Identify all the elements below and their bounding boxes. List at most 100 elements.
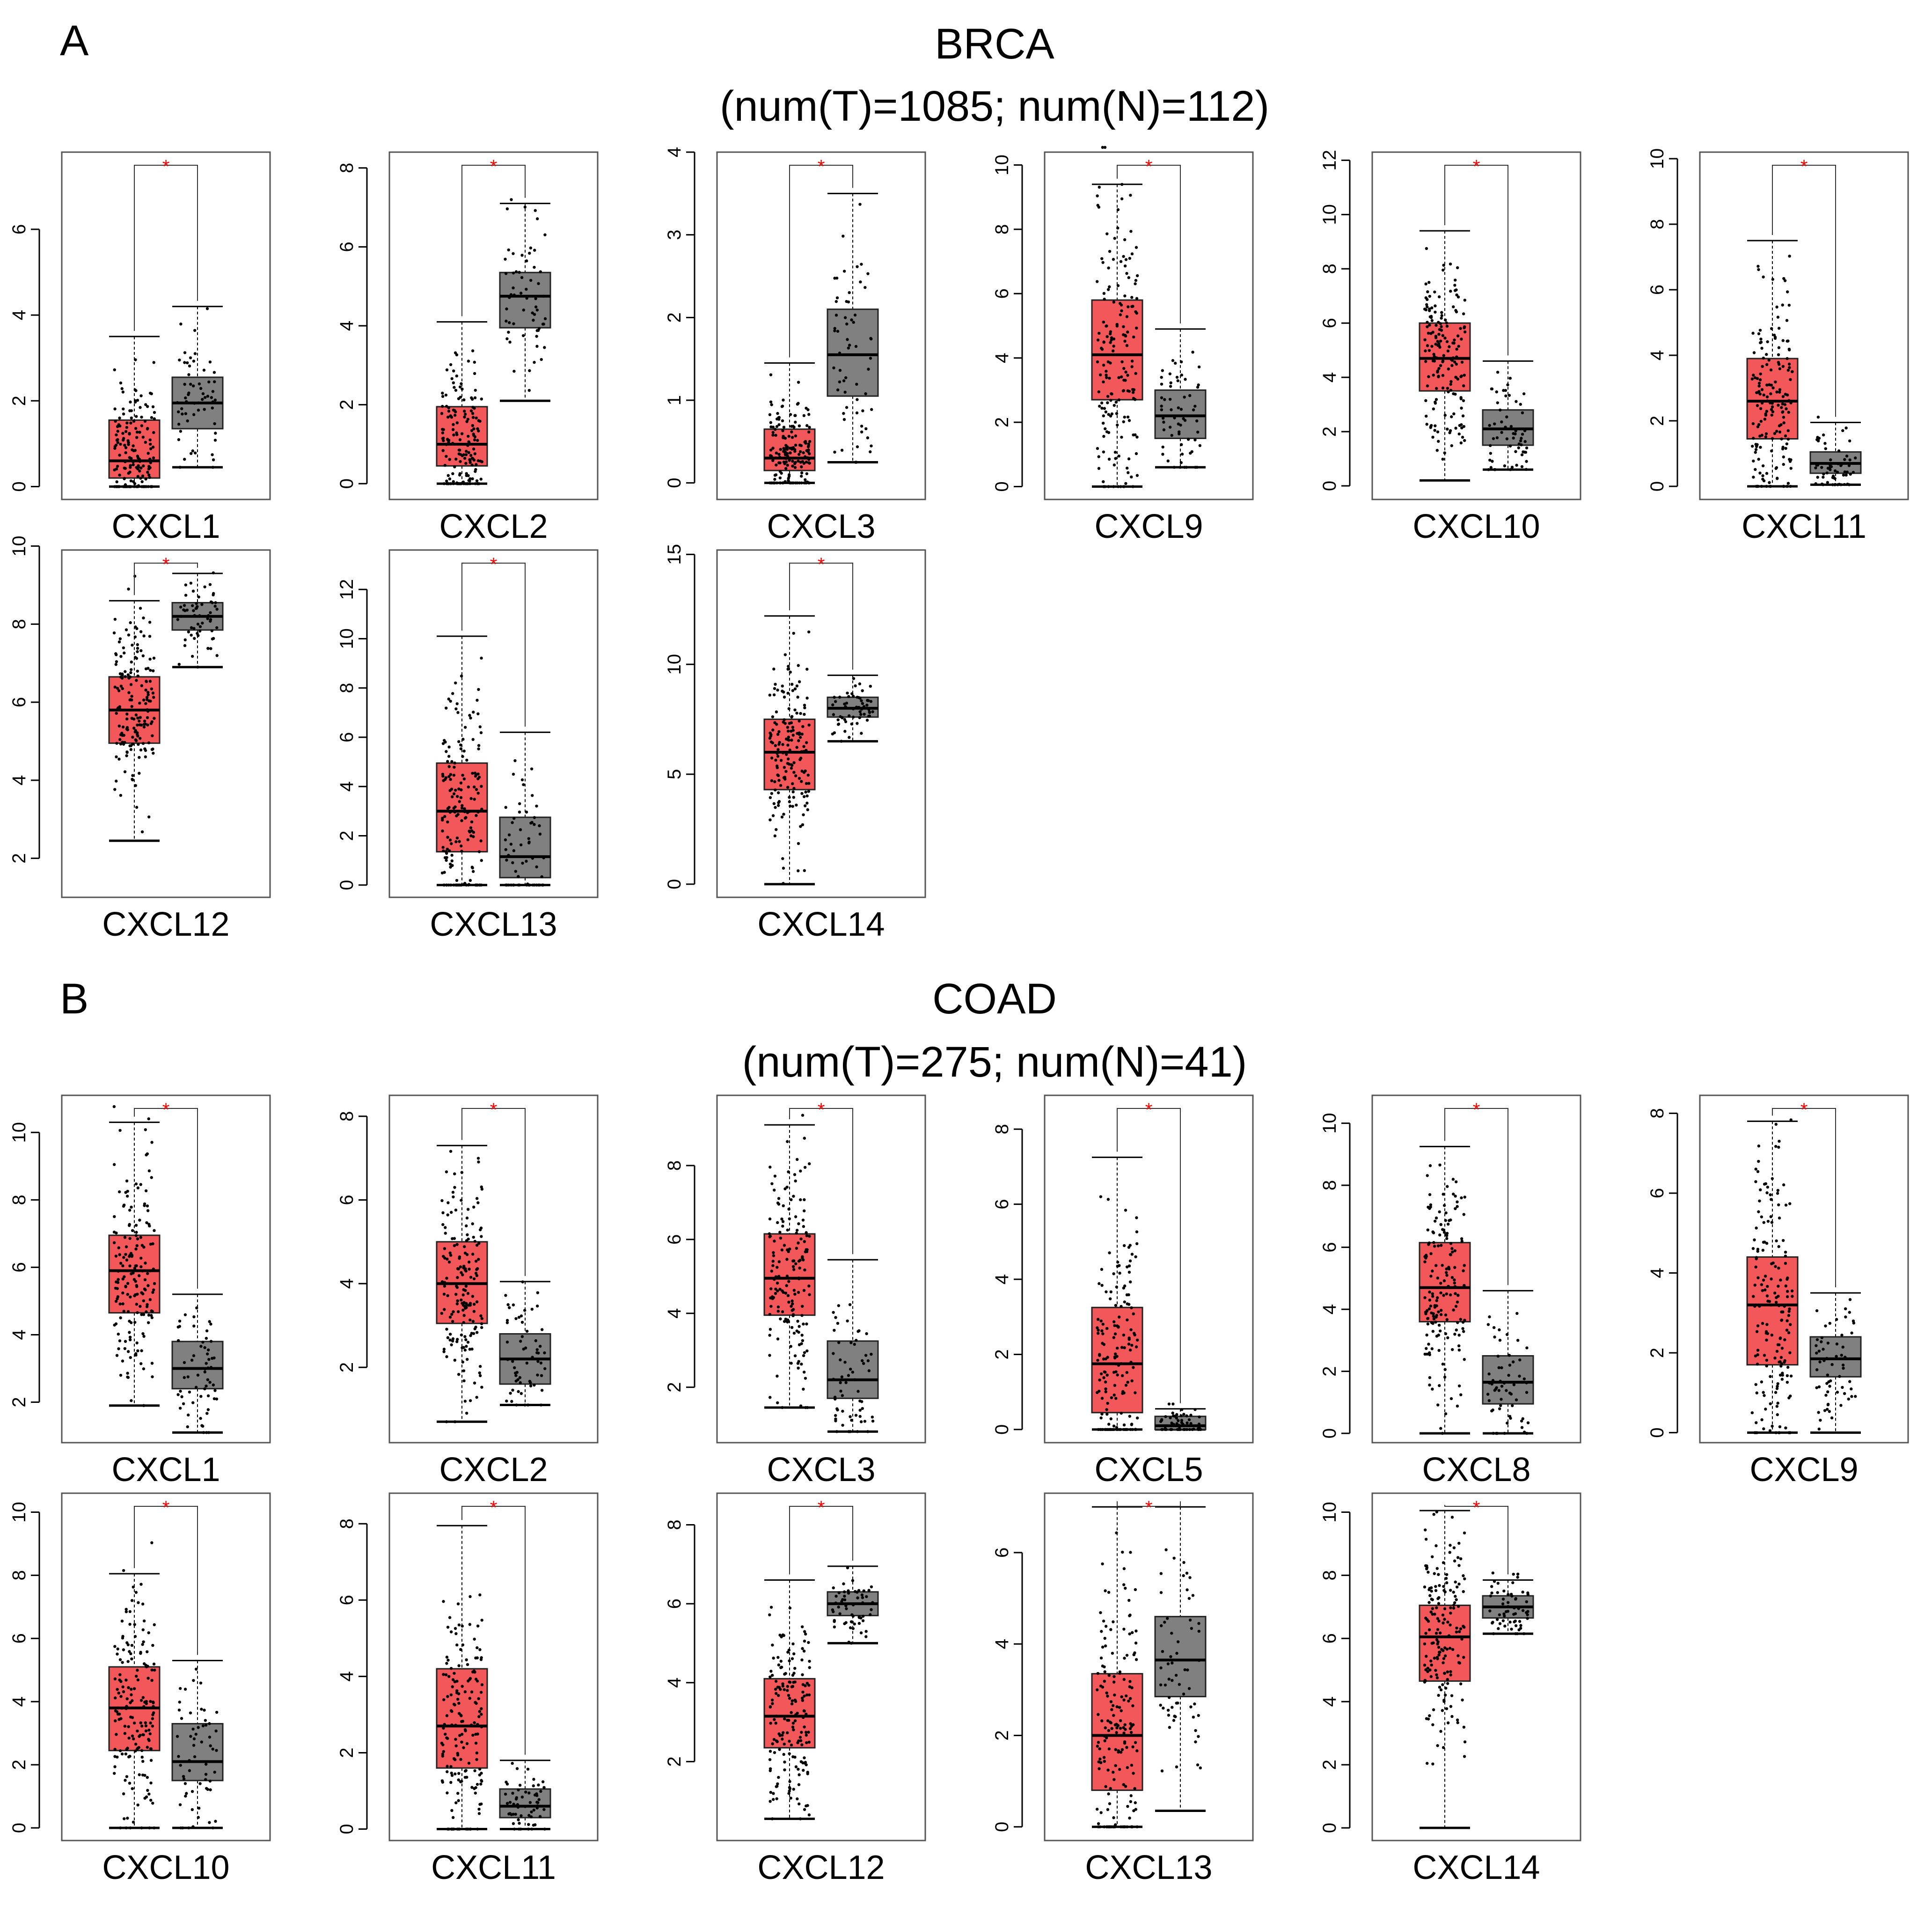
data-point (542, 294, 545, 298)
data-point (784, 770, 788, 773)
data-point (202, 1431, 205, 1434)
data-point (1826, 1342, 1830, 1345)
data-point (457, 452, 461, 455)
data-point (1440, 316, 1443, 320)
data-point (523, 1805, 527, 1808)
data-points (504, 759, 545, 887)
data-point (1822, 433, 1825, 437)
data-point (1177, 1423, 1180, 1427)
data-point (467, 474, 470, 477)
data-point (466, 838, 469, 842)
data-point (860, 732, 863, 735)
data-point (1525, 446, 1529, 450)
data-point (1826, 1403, 1830, 1407)
data-point (1522, 450, 1525, 454)
data-points (1423, 247, 1467, 461)
data-point (471, 1733, 475, 1737)
data-point (148, 457, 152, 461)
data-point (1423, 308, 1427, 311)
data-point (129, 748, 133, 751)
data-point (1112, 301, 1115, 304)
data-point (480, 460, 483, 463)
data-point (126, 439, 130, 442)
data-point (774, 806, 777, 809)
data-point (801, 823, 805, 827)
data-point (188, 1390, 191, 1394)
data-point (1125, 1428, 1128, 1431)
data-point (452, 369, 455, 373)
data-point (204, 1719, 207, 1722)
data-point (1503, 464, 1507, 468)
data-point (791, 1725, 795, 1729)
data-point (802, 1387, 805, 1391)
data-point (800, 750, 803, 753)
data-point (463, 415, 466, 419)
data-point (209, 647, 212, 650)
data-point (135, 806, 139, 809)
data-point (130, 1687, 133, 1691)
data-point (788, 796, 791, 799)
data-point (832, 366, 835, 370)
data-point (1455, 362, 1458, 366)
data-point (461, 1308, 465, 1312)
data-point (123, 1236, 127, 1239)
data-point (862, 1362, 865, 1365)
normal-box (1809, 415, 1862, 486)
data-point (1435, 1304, 1438, 1307)
data-point (446, 1213, 449, 1217)
data-point (125, 712, 129, 716)
y-tick-label: 10 (337, 628, 357, 649)
data-point (1431, 1295, 1434, 1298)
data-point (459, 796, 463, 799)
data-point (450, 377, 454, 381)
data-point (1787, 348, 1791, 352)
data-point (866, 436, 870, 440)
data-point (1766, 340, 1769, 344)
data-point (1822, 472, 1825, 476)
data-point (807, 413, 811, 416)
data-point (146, 693, 150, 697)
data-point (535, 308, 539, 312)
data-point (792, 770, 796, 774)
data-point (1754, 1167, 1757, 1171)
data-point (770, 1817, 774, 1820)
data-point (1454, 1207, 1457, 1210)
y-tick-label: 8 (337, 1111, 357, 1122)
data-point (1434, 1219, 1437, 1223)
data-point (146, 405, 149, 408)
data-point (1463, 1264, 1466, 1267)
data-point (1426, 325, 1429, 329)
data-point (805, 794, 809, 798)
data-point (139, 748, 143, 752)
data-point (851, 1579, 855, 1582)
data-point (465, 449, 468, 453)
data-point (213, 439, 217, 442)
tumor-box (1419, 1145, 1471, 1435)
data-point (183, 382, 186, 386)
data-point (859, 713, 863, 716)
data-point (1789, 484, 1792, 488)
data-point (533, 265, 536, 269)
data-point (791, 1685, 795, 1688)
data-point (1754, 1265, 1757, 1269)
data-point (1843, 470, 1847, 474)
data-point (849, 1642, 853, 1645)
data-point (146, 1284, 150, 1287)
data-point (847, 346, 850, 350)
data-point (1841, 1345, 1844, 1349)
data-point (182, 608, 185, 612)
data-point (1119, 485, 1122, 488)
data-point (1765, 363, 1769, 367)
data-point (858, 1408, 862, 1412)
data-point (1825, 1408, 1829, 1411)
data-point (144, 1128, 147, 1131)
data-point (844, 705, 847, 708)
data-point (854, 345, 858, 348)
data-point (803, 1209, 806, 1212)
data-point (1425, 1255, 1428, 1258)
data-point (113, 1772, 116, 1775)
data-point (786, 738, 790, 741)
data-point (541, 883, 544, 887)
data-point (794, 461, 797, 464)
